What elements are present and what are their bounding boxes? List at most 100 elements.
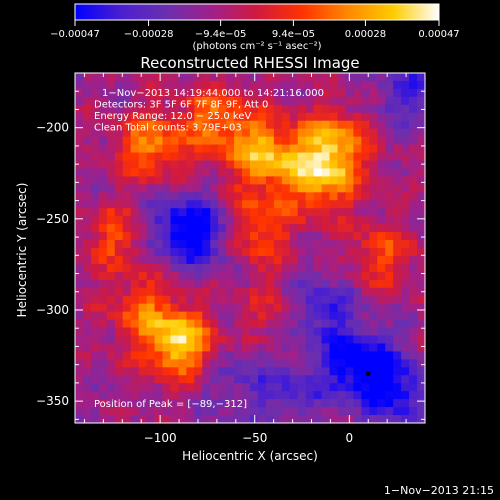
heatmap-cell xyxy=(202,295,211,305)
heatmap-cell xyxy=(289,271,299,281)
heatmap-cell xyxy=(114,383,124,392)
heatmap-cell xyxy=(377,184,386,193)
heatmap-cell xyxy=(265,287,275,297)
heatmap-cell xyxy=(154,176,164,185)
heatmap-cell xyxy=(210,375,219,384)
heatmap-cell xyxy=(186,367,195,376)
heatmap-cell xyxy=(297,367,307,376)
heatmap-cell xyxy=(345,208,354,217)
heatmap-cell xyxy=(321,415,331,423)
heatmap-cell xyxy=(369,144,378,154)
heatmap-cell xyxy=(297,73,307,82)
heatmap-cell xyxy=(401,208,410,217)
heatmap-cell xyxy=(297,248,307,257)
heatmap-cell xyxy=(242,192,251,201)
heatmap-cell xyxy=(385,112,394,122)
heatmap-cell xyxy=(257,351,267,360)
heatmap-cell xyxy=(361,120,370,130)
heatmap-cell xyxy=(257,112,267,122)
heatmap-cell xyxy=(297,319,307,329)
heatmap-cell xyxy=(202,144,211,154)
heatmap-cell xyxy=(75,80,84,90)
heatmap-cell xyxy=(305,216,315,225)
heatmap-cell xyxy=(305,200,315,209)
heatmap-cell xyxy=(401,136,410,146)
heatmap-cell xyxy=(210,104,219,114)
heatmap-cell xyxy=(377,192,386,201)
heatmap-cell xyxy=(417,200,425,209)
heatmap-cell xyxy=(281,335,291,345)
heatmap-cell xyxy=(345,367,354,376)
heatmap-cell xyxy=(154,73,164,82)
heatmap-cell xyxy=(130,383,140,392)
heatmap-cell xyxy=(178,295,187,305)
heatmap-cell xyxy=(273,271,283,281)
heatmap-cell xyxy=(146,319,156,329)
heatmap-cell xyxy=(234,152,243,162)
heatmap-cell xyxy=(218,160,227,170)
heatmap-cell xyxy=(218,216,227,225)
heatmap-cell xyxy=(218,112,227,122)
heatmap-cell xyxy=(122,248,132,257)
heatmap-cell xyxy=(265,391,275,400)
heatmap-cell xyxy=(154,271,164,281)
heatmap-cell xyxy=(130,128,140,138)
colorbar-ticks: −0.00047 −0.00028 −9.4e−05 9.4e−05 0.00028 0.… xyxy=(50,20,460,40)
heatmap-cell xyxy=(337,73,347,82)
heatmap-cell xyxy=(409,383,418,392)
heatmap-cell xyxy=(162,383,172,392)
heatmap-cell xyxy=(106,184,116,193)
heatmap-cell xyxy=(281,192,291,201)
heatmap-cell xyxy=(98,399,108,408)
heatmap-cell xyxy=(265,248,275,257)
heatmap-cell xyxy=(353,248,362,257)
heatmap-cell xyxy=(210,335,219,345)
heatmap-cell xyxy=(242,303,251,313)
heatmap-cell xyxy=(114,216,124,225)
heatmap-cell xyxy=(114,240,124,249)
heatmap-cell xyxy=(90,295,100,305)
heatmap-cell xyxy=(186,240,195,249)
heatmap-cell xyxy=(281,279,291,289)
heatmap-cell xyxy=(234,168,243,177)
heatmap-cell xyxy=(194,80,203,90)
heatmap-cell xyxy=(313,415,323,423)
heatmap-cell xyxy=(138,208,148,217)
heatmap-cell xyxy=(313,391,323,400)
heatmap-cell xyxy=(417,351,425,360)
heatmap-cell xyxy=(417,343,425,352)
heatmap-cell xyxy=(273,279,283,289)
heatmap-cell xyxy=(417,295,425,305)
heatmap-cell xyxy=(106,343,116,352)
heatmap-cell xyxy=(210,240,219,249)
heatmap-cell xyxy=(361,224,370,233)
heatmap-cell xyxy=(98,73,108,82)
heatmap-cell xyxy=(369,168,378,177)
heatmap-cell xyxy=(321,255,331,265)
heatmap-cell xyxy=(210,359,219,368)
heatmap-cell xyxy=(170,383,179,392)
heatmap-cell xyxy=(273,112,283,122)
heatmap-cell xyxy=(273,319,283,329)
heatmap-cell xyxy=(146,327,156,337)
heatmap-cell xyxy=(250,176,259,185)
heatmap-cell xyxy=(178,160,187,170)
heatmap-cell xyxy=(162,144,172,154)
heatmap-cell xyxy=(75,168,84,177)
heatmap-cell xyxy=(393,96,402,106)
heatmap-cell xyxy=(202,327,211,337)
heatmap-cell xyxy=(353,287,362,297)
heatmap-cell xyxy=(257,399,267,408)
heatmap-cell xyxy=(82,287,92,297)
heatmap-cell xyxy=(409,176,418,185)
heatmap-cell xyxy=(329,184,339,193)
heatmap-cell xyxy=(385,319,394,329)
heatmap-cell xyxy=(194,208,203,217)
heatmap-cell xyxy=(122,240,132,249)
heatmap-cell xyxy=(369,136,378,146)
heatmap-cell xyxy=(154,319,164,329)
heatmap-cell xyxy=(90,216,100,225)
heatmap-cell xyxy=(242,263,251,273)
heatmap-cell xyxy=(162,160,172,170)
heatmap-cell xyxy=(345,359,354,368)
